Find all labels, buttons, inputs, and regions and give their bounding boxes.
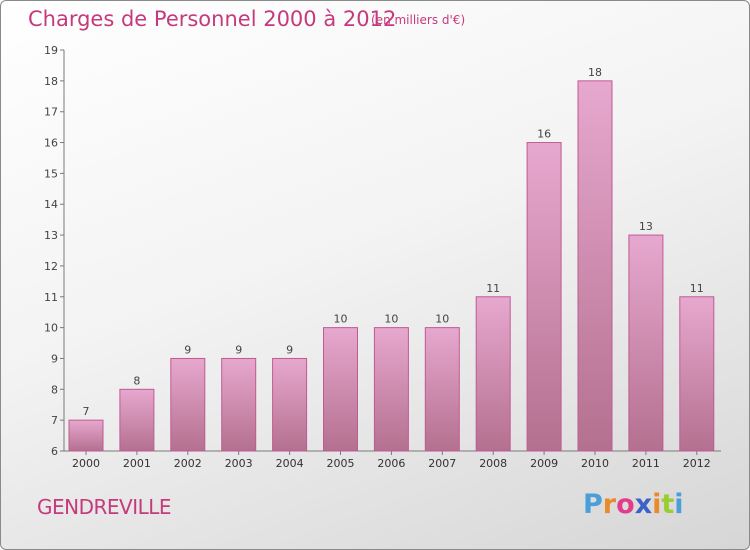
logo-letter: t [661, 489, 675, 520]
value-label: 9 [184, 343, 191, 356]
proxiti-logo[interactable]: Proxiti [583, 489, 684, 520]
x-tick-label: 2002 [174, 457, 202, 470]
y-tick-label: 12 [44, 260, 58, 273]
bar-2007 [424, 327, 460, 452]
x-tick-label: 2010 [581, 457, 609, 470]
value-label: 10 [334, 313, 348, 326]
y-tick-label: 18 [44, 75, 58, 88]
logo-letter: i [674, 489, 684, 520]
value-label: 7 [83, 405, 90, 418]
x-tick-label: 2000 [72, 457, 100, 470]
x-tick-label: 2001 [123, 457, 151, 470]
bar-2012 [679, 296, 715, 452]
logo-letter: x [634, 489, 653, 520]
value-label: 18 [588, 66, 602, 79]
y-tick-label: 19 [44, 44, 58, 57]
bar-2005 [323, 327, 358, 452]
y-tick-label: 7 [51, 414, 58, 427]
y-tick-label: 13 [44, 229, 58, 242]
x-tick-label: 2006 [377, 457, 405, 470]
x-tick-label: 2004 [276, 457, 304, 470]
x-tick-label: 2007 [428, 457, 456, 470]
logo-letter: i [652, 489, 662, 520]
value-label: 9 [235, 343, 242, 356]
x-tick-label: 2012 [683, 457, 711, 470]
y-tick-label: 16 [44, 137, 58, 150]
logo-letter: r [602, 489, 617, 520]
value-label: 11 [690, 282, 704, 295]
value-label: 10 [384, 313, 398, 326]
value-label: 10 [435, 313, 449, 326]
logo-letter: P [583, 489, 603, 520]
value-label: 11 [486, 282, 500, 295]
x-tick-label: 2003 [225, 457, 253, 470]
bar-2004 [272, 357, 308, 452]
y-tick-label: 15 [44, 167, 58, 180]
bar-2002 [170, 357, 206, 452]
bar-2000 [68, 419, 104, 452]
y-tick-label: 8 [51, 383, 58, 396]
y-tick-label: 14 [44, 198, 58, 211]
bar-2010 [577, 80, 613, 452]
y-tick-label: 9 [51, 352, 58, 365]
y-tick-label: 11 [44, 291, 58, 304]
bar-2011 [628, 234, 664, 452]
value-label: 13 [639, 220, 653, 233]
bars [68, 80, 715, 452]
axes: 6 7 8 9 10 11 12 13 14 15 16 17 18 19 2000 2001 2002 2003… [44, 44, 721, 470]
bar-2006 [373, 327, 409, 452]
x-tick-label: 2005 [327, 457, 355, 470]
y-tick-label: 10 [44, 322, 58, 335]
x-tick-label: 2009 [530, 457, 558, 470]
y-tick-label: 6 [51, 445, 58, 458]
bar-2003 [221, 357, 257, 452]
chart-title: Charges de Personnel 2000 à 2012 [28, 7, 397, 31]
bar-2001 [119, 388, 155, 452]
chart-subtitle: (en milliers d'€) [371, 13, 466, 27]
town-name: GENDREVILLE [37, 495, 172, 519]
value-label: 16 [537, 128, 551, 141]
x-tick-label: 2008 [479, 457, 507, 470]
y-tick-label: 17 [44, 106, 58, 119]
value-labels: 7 8 9 9 9 10 10 10 11 16 18 13 11 [83, 66, 704, 418]
bar-2009 [526, 142, 562, 452]
value-label: 8 [133, 374, 140, 387]
x-tick-label: 2011 [632, 457, 660, 470]
value-label: 9 [286, 343, 293, 356]
logo-letter: o [616, 489, 635, 520]
bar-2008 [475, 296, 511, 452]
